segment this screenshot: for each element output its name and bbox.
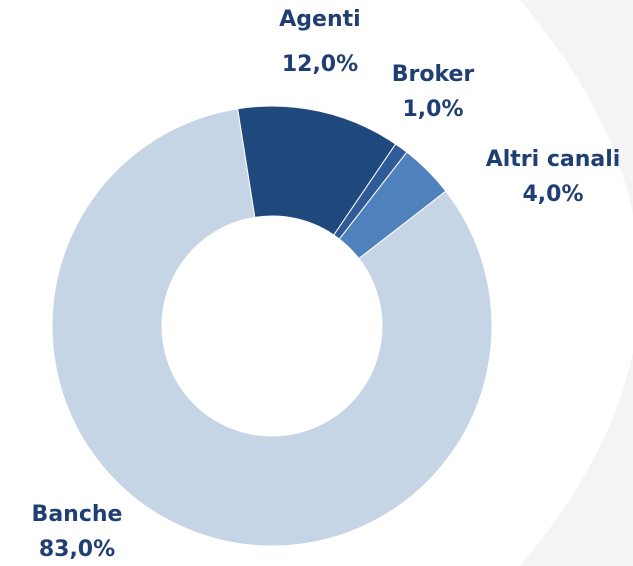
slice-value-label: 12,0% [282,52,358,77]
slice-label: Broker [392,62,475,87]
slice-label: Agenti [279,7,360,32]
slice-value-label: 83,0% [39,537,115,562]
donut [51,105,493,547]
background-decoration [520,0,633,566]
slice-value-label: 1,0% [402,97,463,122]
donut-slice [51,108,493,547]
slice-label: Altri canali [486,147,621,172]
slice-value-label: 4,0% [522,182,583,207]
slice-label: Banche [32,502,123,527]
